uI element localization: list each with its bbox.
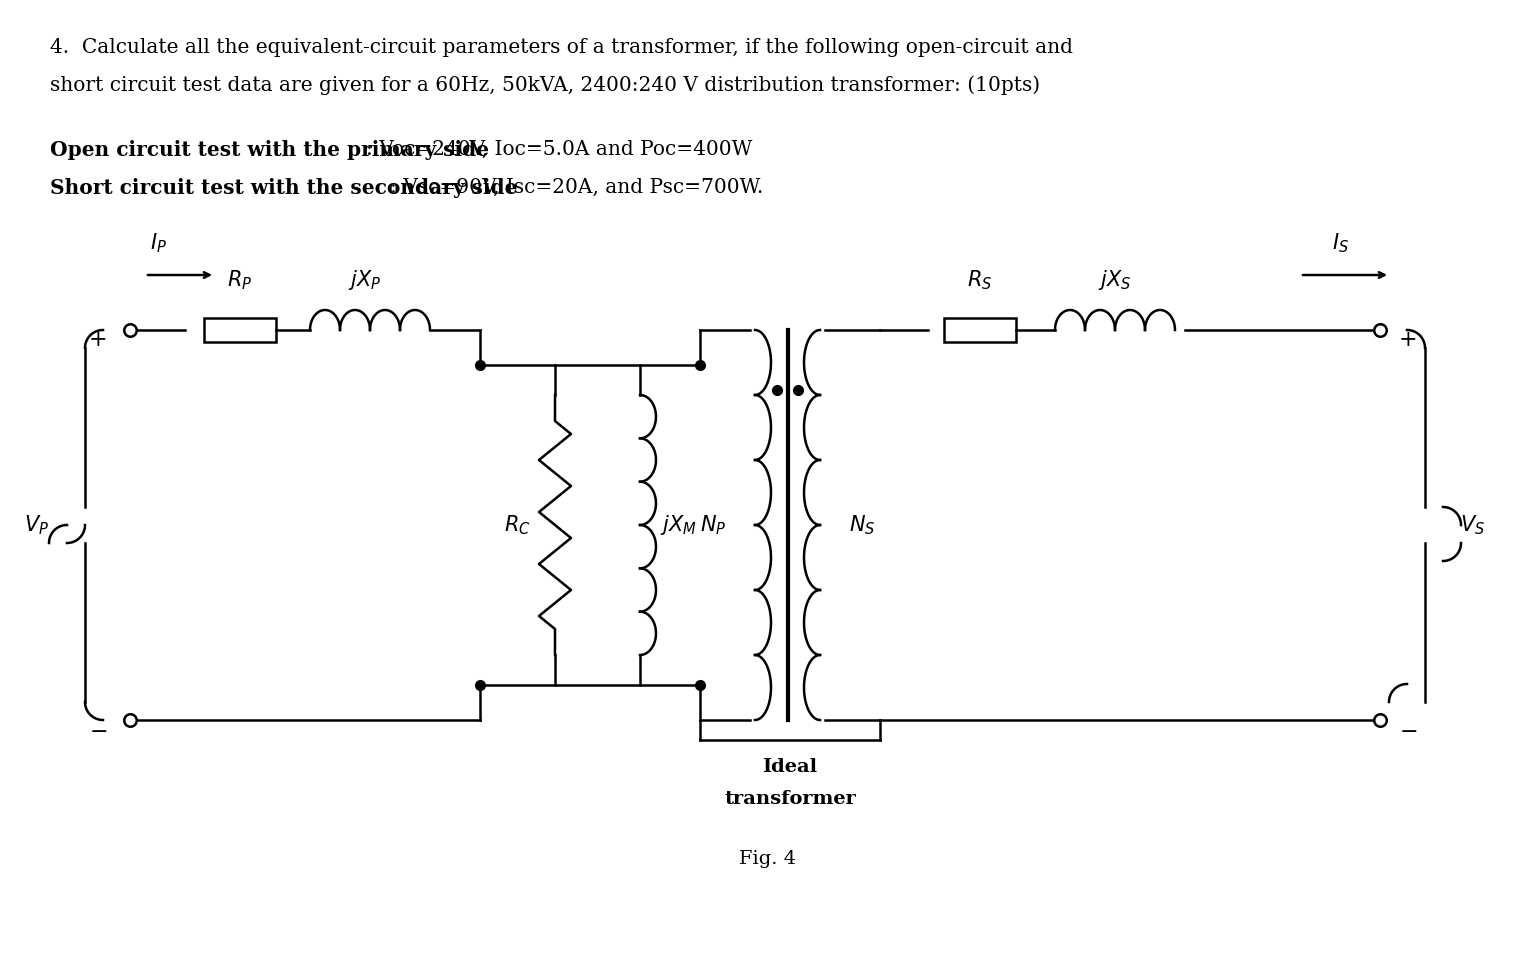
Text: $N_P$: $N_P$ (700, 514, 727, 537)
Text: $jX_P$: $jX_P$ (349, 268, 381, 292)
Text: short circuit test data are given for a 60Hz, 50kVA, 2400:240 V distribution tra: short circuit test data are given for a … (51, 75, 1040, 95)
Text: $R_P$: $R_P$ (227, 269, 252, 292)
Text: $I_P$: $I_P$ (149, 231, 166, 255)
Text: $V_S$: $V_S$ (1461, 514, 1485, 537)
Text: $jX_M$: $jX_M$ (659, 513, 696, 537)
Text: 4.  Calculate all the equivalent-circuit parameters of a transformer, if the fol: 4. Calculate all the equivalent-circuit … (51, 38, 1074, 57)
Text: $N_S$: $N_S$ (849, 514, 876, 537)
Text: $R_S$: $R_S$ (968, 269, 992, 292)
Text: $-$: $-$ (1399, 719, 1418, 741)
Text: Fig. 4: Fig. 4 (739, 850, 797, 868)
Text: $-$: $-$ (89, 719, 108, 741)
Text: $R_C$: $R_C$ (504, 514, 530, 537)
Bar (945, 318, 1015, 342)
Text: Short circuit test with the secondary side: Short circuit test with the secondary si… (51, 178, 518, 198)
Bar (204, 318, 276, 342)
Text: Ideal: Ideal (762, 758, 817, 776)
Text: $V_P$: $V_P$ (25, 514, 49, 537)
Text: +: + (89, 329, 108, 351)
Text: : Vsc=90V, Isc=20A, and Psc=700W.: : Vsc=90V, Isc=20A, and Psc=700W. (390, 178, 763, 197)
Text: transformer: transformer (723, 790, 856, 808)
Text: $I_S$: $I_S$ (1332, 231, 1349, 255)
Text: +: + (1399, 329, 1418, 351)
Text: Open circuit test with the primary side: Open circuit test with the primary side (51, 140, 488, 160)
Text: : Voc=240V, Ioc=5.0A and Poc=400W: : Voc=240V, Ioc=5.0A and Poc=400W (366, 140, 753, 159)
Text: $jX_S$: $jX_S$ (1098, 268, 1132, 292)
